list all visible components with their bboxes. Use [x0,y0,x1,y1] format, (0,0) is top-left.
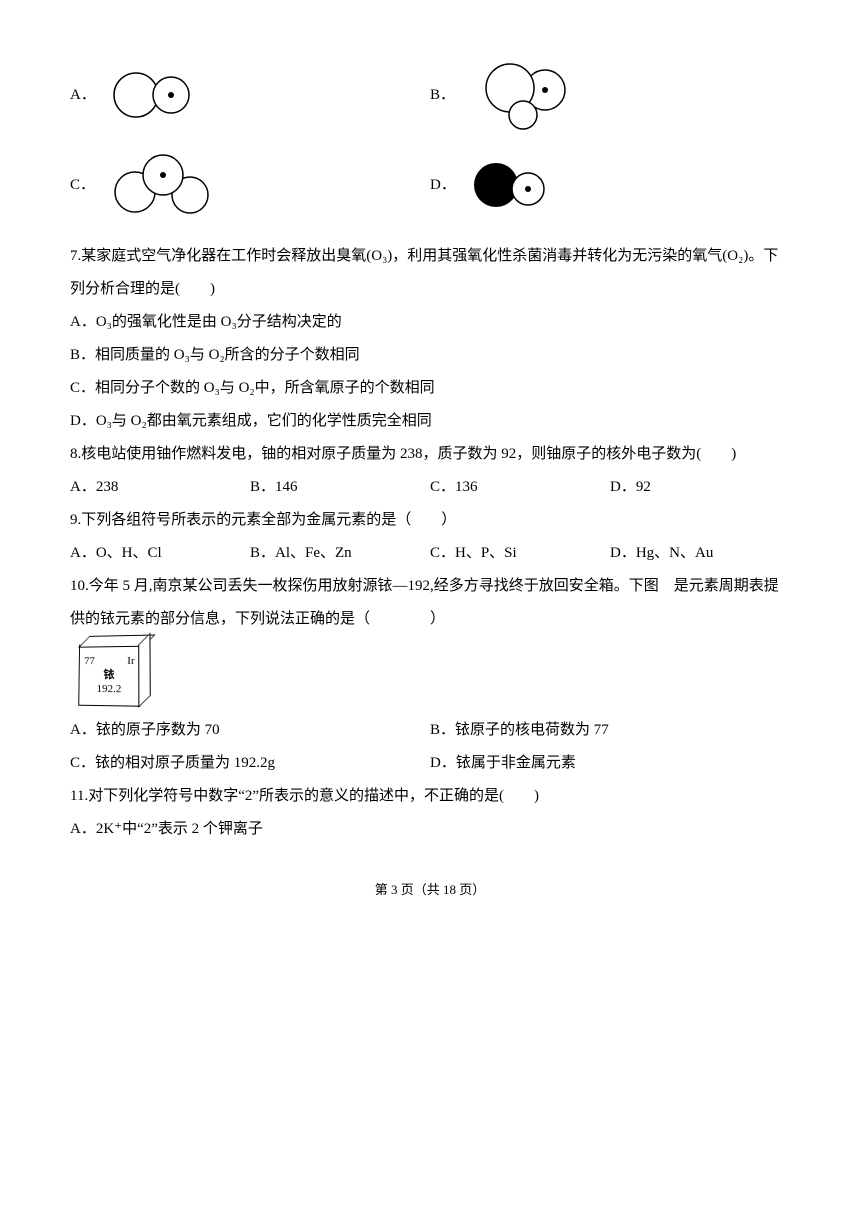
q7-opt-c: C．相同分子个数的 O₃与 O₂中，所含氧原子的个数相同 [70,372,790,405]
q10-row-1: A．铱的原子序数为 70 B．铱原子的核电荷数为 77 [70,714,790,747]
element-name: 铱 [103,668,114,682]
q11-stem: 11.对下列化学符号中数字“2”所表示的意义的描述中，不正确的是( ) [70,780,790,813]
q7-opt-d: D．O₃与 O₂都由氧元素组成，它们的化学性质完全相同 [70,405,790,438]
q10-opt-c: C．铱的相对原子质量为 192.2g [70,747,430,780]
q8-opt-c: C．136 [430,471,610,504]
q7-opt-a: A．O₃的强氧化性是由 O₃分子结构决定的 [70,306,790,339]
q6-label-b: B． [430,79,455,112]
q10-opt-a: A．铱的原子序数为 70 [70,714,430,747]
element-mass: 192.2 [97,682,122,697]
diagram-d [466,155,566,215]
q9-opt-d: D．Hg、N、Au [610,537,790,570]
q6-label-d: D． [430,169,456,202]
q8-opt-b: B．146 [250,471,430,504]
q10-opt-b: B．铱原子的核电荷数为 77 [430,714,790,747]
q10-row-2: C．铱的相对原子质量为 192.2g D．铱属于非金属元素 [70,747,790,780]
q6-label-a: A． [70,79,96,112]
q9-opt-b: B．Al、Fe、Zn [250,537,430,570]
q10-stem: 10.今年 5 月,南京某公司丢失一枚探伤用放射源铱—192,经多方寻找终于放回… [70,570,790,636]
q9-stem: 9.下列各组符号所表示的元素全部为金属元素的是（ ） [70,504,790,537]
q10-opt-d: D．铱属于非金属元素 [430,747,790,780]
q7-opt-b: B．相同质量的 O₃与 O₂所含的分子个数相同 [70,339,790,372]
q9-options: A．O、H、Cl B．Al、Fe、Zn C．H、P、Si D．Hg、N、Au [70,537,790,570]
element-symbol: Ir [127,653,134,667]
diagram-b [465,60,585,130]
q8-opt-d: D．92 [610,471,790,504]
diagram-c [105,150,225,220]
element-box: 77 Ir 铱 192.2 [78,644,140,707]
element-number: 77 [84,654,95,668]
q6-label-c: C． [70,169,95,202]
page-footer: 第 3 页（共 18 页） [70,876,790,905]
q6-row-1: A． B． [70,60,790,130]
q8-options: A．238 B．146 C．136 D．92 [70,471,790,504]
diagram-a [106,65,206,125]
q9-opt-c: C．H、P、Si [430,537,610,570]
q8-stem: 8.核电站使用铀作燃料发电，铀的相对原子质量为 238，质子数为 92，则铀原子… [70,438,790,471]
q9-opt-a: A．O、H、Cl [70,537,250,570]
q6-row-2: C． D． [70,150,790,220]
q11-opt-a: A．2K⁺中“2”表示 2 个钾离子 [70,813,790,846]
q8-opt-a: A．238 [70,471,250,504]
q7-stem: 7.某家庭式空气净化器在工作时会释放出臭氧(O₃)，利用其强氧化性杀菌消毒并转化… [70,240,790,306]
